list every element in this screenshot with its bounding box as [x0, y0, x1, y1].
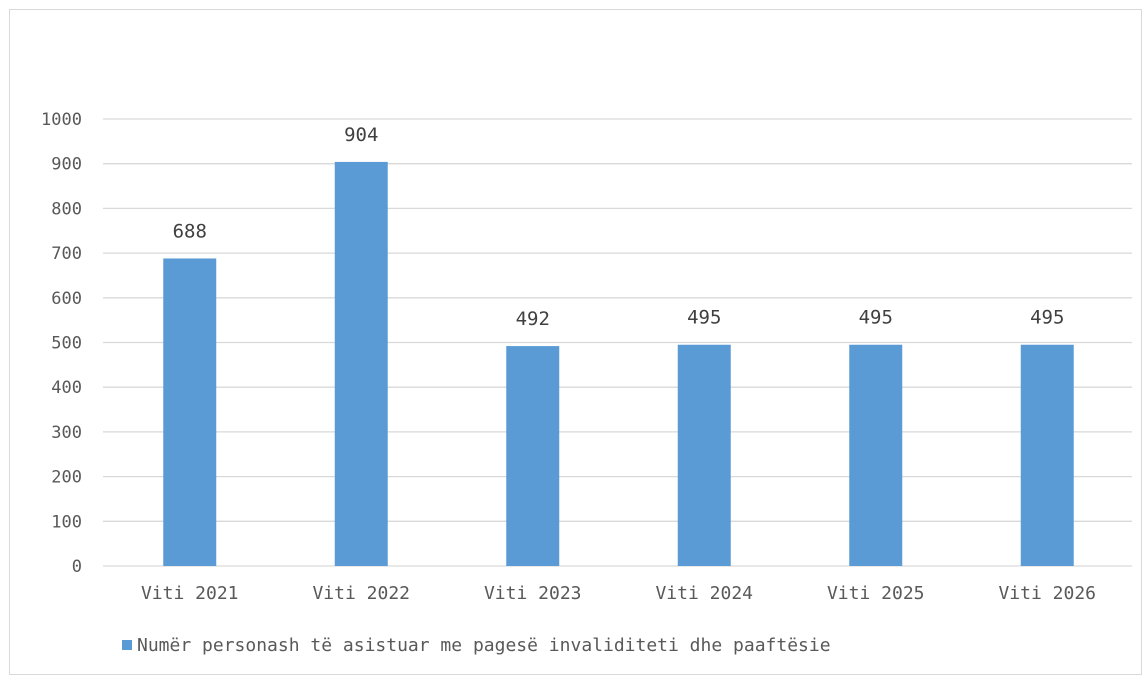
x-category-label: Viti 2026: [998, 583, 1096, 604]
x-category-label: Viti 2024: [655, 583, 753, 604]
data-label: 495: [687, 307, 721, 329]
y-tick-label: 700: [51, 244, 82, 264]
legend-series-name: Numër personash të asistuar me pagesë in…: [137, 635, 831, 656]
data-labels: 688 904 492 495 495 495: [173, 124, 1065, 330]
bar-viti-2022: [334, 161, 388, 567]
y-tick-label: 800: [51, 199, 82, 219]
y-tick-label: 100: [51, 512, 82, 532]
legend-swatch: [122, 640, 132, 650]
x-category-label: Viti 2022: [312, 583, 410, 604]
data-label: 495: [859, 307, 893, 329]
data-label: 904: [344, 124, 378, 146]
y-tick-label: 500: [51, 334, 82, 354]
y-tick-label: 200: [51, 468, 82, 488]
bar-viti-2021: [163, 258, 217, 566]
gridlines: [103, 118, 1132, 567]
y-tick-label: 900: [51, 155, 82, 175]
y-tick-label: 1000: [41, 110, 82, 130]
bar-viti-2024: [677, 344, 731, 566]
y-axis-ticks: 0 100 200 300 400 500 600 700 800 900 1000: [41, 110, 82, 577]
bar-viti-2025: [849, 344, 903, 566]
data-label: 688: [173, 220, 207, 242]
bars: [163, 161, 1074, 567]
y-tick-label: 0: [72, 557, 82, 577]
bar-viti-2023: [506, 346, 560, 566]
y-tick-label: 600: [51, 289, 82, 309]
data-label: 492: [516, 308, 550, 330]
y-tick-label: 400: [51, 378, 82, 398]
data-label: 495: [1030, 307, 1064, 329]
x-axis-categories: Viti 2021 Viti 2022 Viti 2023 Viti 2024 Viti…: [141, 583, 1096, 604]
legend: Numër personash të asistuar me pagesë in…: [122, 635, 831, 656]
x-category-label: Viti 2023: [484, 583, 582, 604]
x-category-label: Viti 2025: [827, 583, 925, 604]
bar-viti-2026: [1020, 344, 1074, 566]
y-tick-label: 300: [51, 423, 82, 443]
x-category-label: Viti 2021: [141, 583, 239, 604]
